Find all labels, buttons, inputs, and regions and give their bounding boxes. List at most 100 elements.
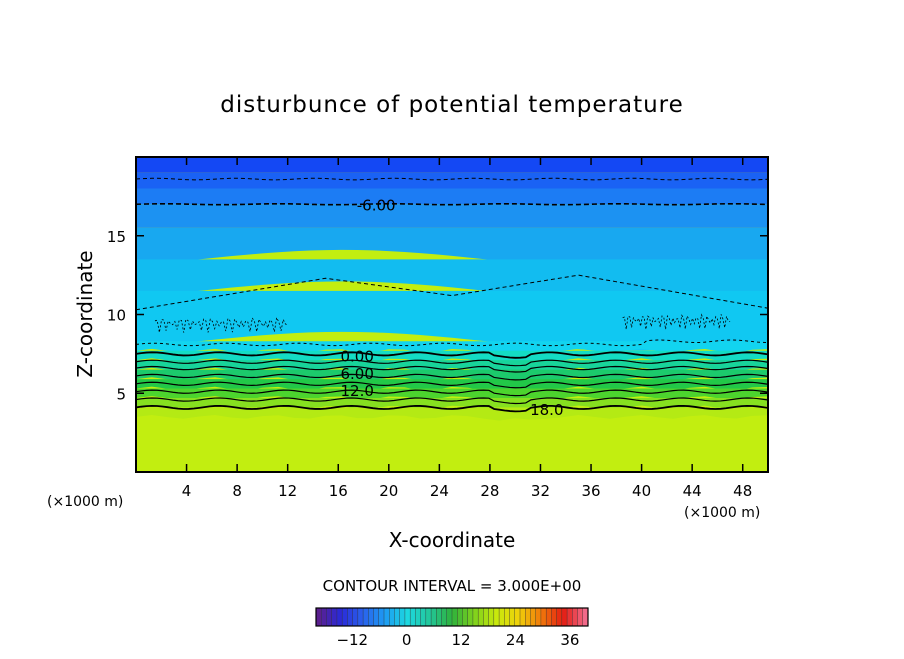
contour-line (135, 389, 769, 397)
colorbar-cell (352, 607, 359, 627)
colorbar-cell (561, 607, 568, 627)
colorbar-cell (347, 607, 354, 627)
colorbar-cell (399, 607, 406, 627)
colorbar-cell (409, 607, 416, 627)
contour-line (135, 404, 769, 413)
contour-line (135, 359, 769, 367)
colorbar-cell (451, 607, 458, 627)
x-tick-label: 12 (278, 482, 297, 500)
contour-label-text: -6.00 (357, 196, 396, 214)
colorbar-cell (577, 607, 584, 627)
contour-cluster-left (154, 316, 288, 333)
colorbar-cell (425, 607, 432, 627)
colorbar-frame (315, 607, 589, 627)
colorbar-tick-label: 12 (452, 631, 471, 649)
y-tick-label: 15 (107, 228, 126, 246)
x-tick-label: 32 (531, 482, 550, 500)
colorbar-cell (556, 607, 563, 627)
colorbar-cell (488, 607, 495, 627)
colorbar-cell (514, 607, 521, 627)
colorbar-tick-label: 0 (402, 631, 412, 649)
colorbar-cell (315, 607, 322, 627)
x-tick-label: 8 (232, 482, 242, 500)
colorbar-cell (498, 607, 505, 627)
colorbar-cell (415, 607, 422, 627)
colorbar-cell (467, 607, 474, 627)
colorbar-cell (477, 607, 484, 627)
colorbar-cell (519, 607, 526, 627)
contour-label-text: 0.00 (340, 347, 373, 365)
x-axis-label: X-coordinate (389, 528, 516, 552)
contour-lines (135, 177, 769, 413)
x-tick-label: 4 (182, 482, 192, 500)
contour-label: 18.0 (530, 401, 563, 419)
y-tick-label: 5 (116, 385, 126, 403)
colorbar-tick-label: −12 (336, 631, 368, 649)
contour-label-text: 18.0 (530, 401, 563, 419)
colorbar-cell (373, 607, 380, 627)
field-band (136, 172, 768, 189)
contour-label-text: 12.0 (340, 382, 373, 400)
colorbar-cell (462, 607, 469, 627)
contour-label-text: 6.00 (340, 365, 373, 383)
colorbar-cell (336, 607, 343, 627)
colorbar-cell (331, 607, 338, 627)
colorbar-cell (357, 607, 364, 627)
contour-line (135, 373, 769, 381)
colorbar-cell (404, 607, 411, 627)
colorbar-tick-label: 24 (506, 631, 525, 649)
x-tick-label: 48 (733, 482, 752, 500)
x-tick-label: 16 (329, 482, 348, 500)
contour-label: 12.0 (340, 382, 373, 400)
contour-label: -6.00 (357, 196, 396, 214)
field-band (136, 188, 768, 205)
colorbar-cell (535, 607, 542, 627)
colorbar-cell (436, 607, 443, 627)
colorbar-cell (509, 607, 516, 627)
field-band (136, 407, 768, 421)
colorbar-cell (378, 607, 385, 627)
contour-line (135, 202, 769, 206)
colorbar-cell (504, 607, 511, 627)
colorbar-cell (493, 607, 500, 627)
colorbar-cell (362, 607, 369, 627)
contour-cluster-right (622, 313, 731, 330)
x-unit-left: (×1000 m) (47, 494, 123, 510)
colorbar-cell (525, 607, 531, 627)
contour-line (135, 339, 769, 347)
x-tick-label: 24 (430, 482, 449, 500)
y-tick-label: 10 (107, 307, 126, 325)
colorbar-cell (483, 607, 490, 627)
colorbar-cell (368, 607, 375, 627)
colorbar-cell (457, 607, 463, 627)
colorbar-cell (545, 607, 552, 627)
colorbar-cell (540, 607, 547, 627)
chart-title: disturbunce of potential temperature (220, 92, 684, 118)
contour-line (135, 381, 769, 389)
field-band (136, 204, 768, 228)
field-band (136, 227, 768, 269)
field-band (136, 259, 768, 301)
x-tick-label: 40 (632, 482, 651, 500)
contour-interval: CONTOUR INTERVAL = 3.000E+00 (323, 577, 582, 595)
colorbar-cell (472, 607, 479, 627)
contour-line (135, 177, 769, 181)
y-axis-label: Z-coordinate (73, 250, 97, 377)
contour-line (135, 365, 769, 373)
colorbar-cell (572, 607, 579, 627)
contour-label: 6.00 (340, 365, 373, 383)
colorbar-ticks: −12 0 12 24 36 (336, 631, 579, 649)
field-band (136, 290, 768, 351)
x-tick-label: 44 (683, 482, 702, 500)
x-axis-ticks: 4 8 12 16 20 24 28 32 36 40 44 48 (182, 157, 752, 500)
field-fill (136, 157, 768, 472)
colorbar-cell (341, 607, 348, 627)
colorbar-cell (566, 607, 573, 627)
colorbar-cell (326, 607, 333, 627)
x-tick-label: 36 (581, 482, 600, 500)
x-tick-label: 28 (480, 482, 499, 500)
contour-line (135, 397, 769, 405)
x-tick-label: 20 (379, 482, 398, 500)
